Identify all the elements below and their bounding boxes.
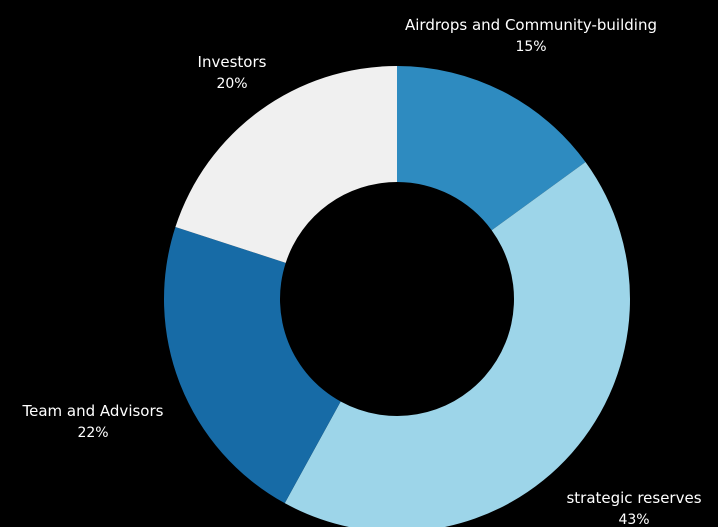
slice-label: Investors	[198, 53, 267, 71]
slice-label: Airdrops and Community-building	[405, 16, 657, 34]
slice-percentage: 22%	[77, 425, 108, 441]
donut-slice-4	[175, 65, 397, 263]
slice-label: strategic reserves	[566, 489, 701, 507]
slice-label: Team and Advisors	[22, 402, 164, 420]
donut-slice-1	[397, 66, 586, 231]
slice-percentage: 43%	[618, 512, 649, 527]
slice-percentage: 20%	[216, 76, 247, 92]
donut-slice-3	[164, 226, 341, 504]
slice-percentage: 15%	[515, 39, 546, 55]
donut-slice-2	[284, 162, 630, 527]
